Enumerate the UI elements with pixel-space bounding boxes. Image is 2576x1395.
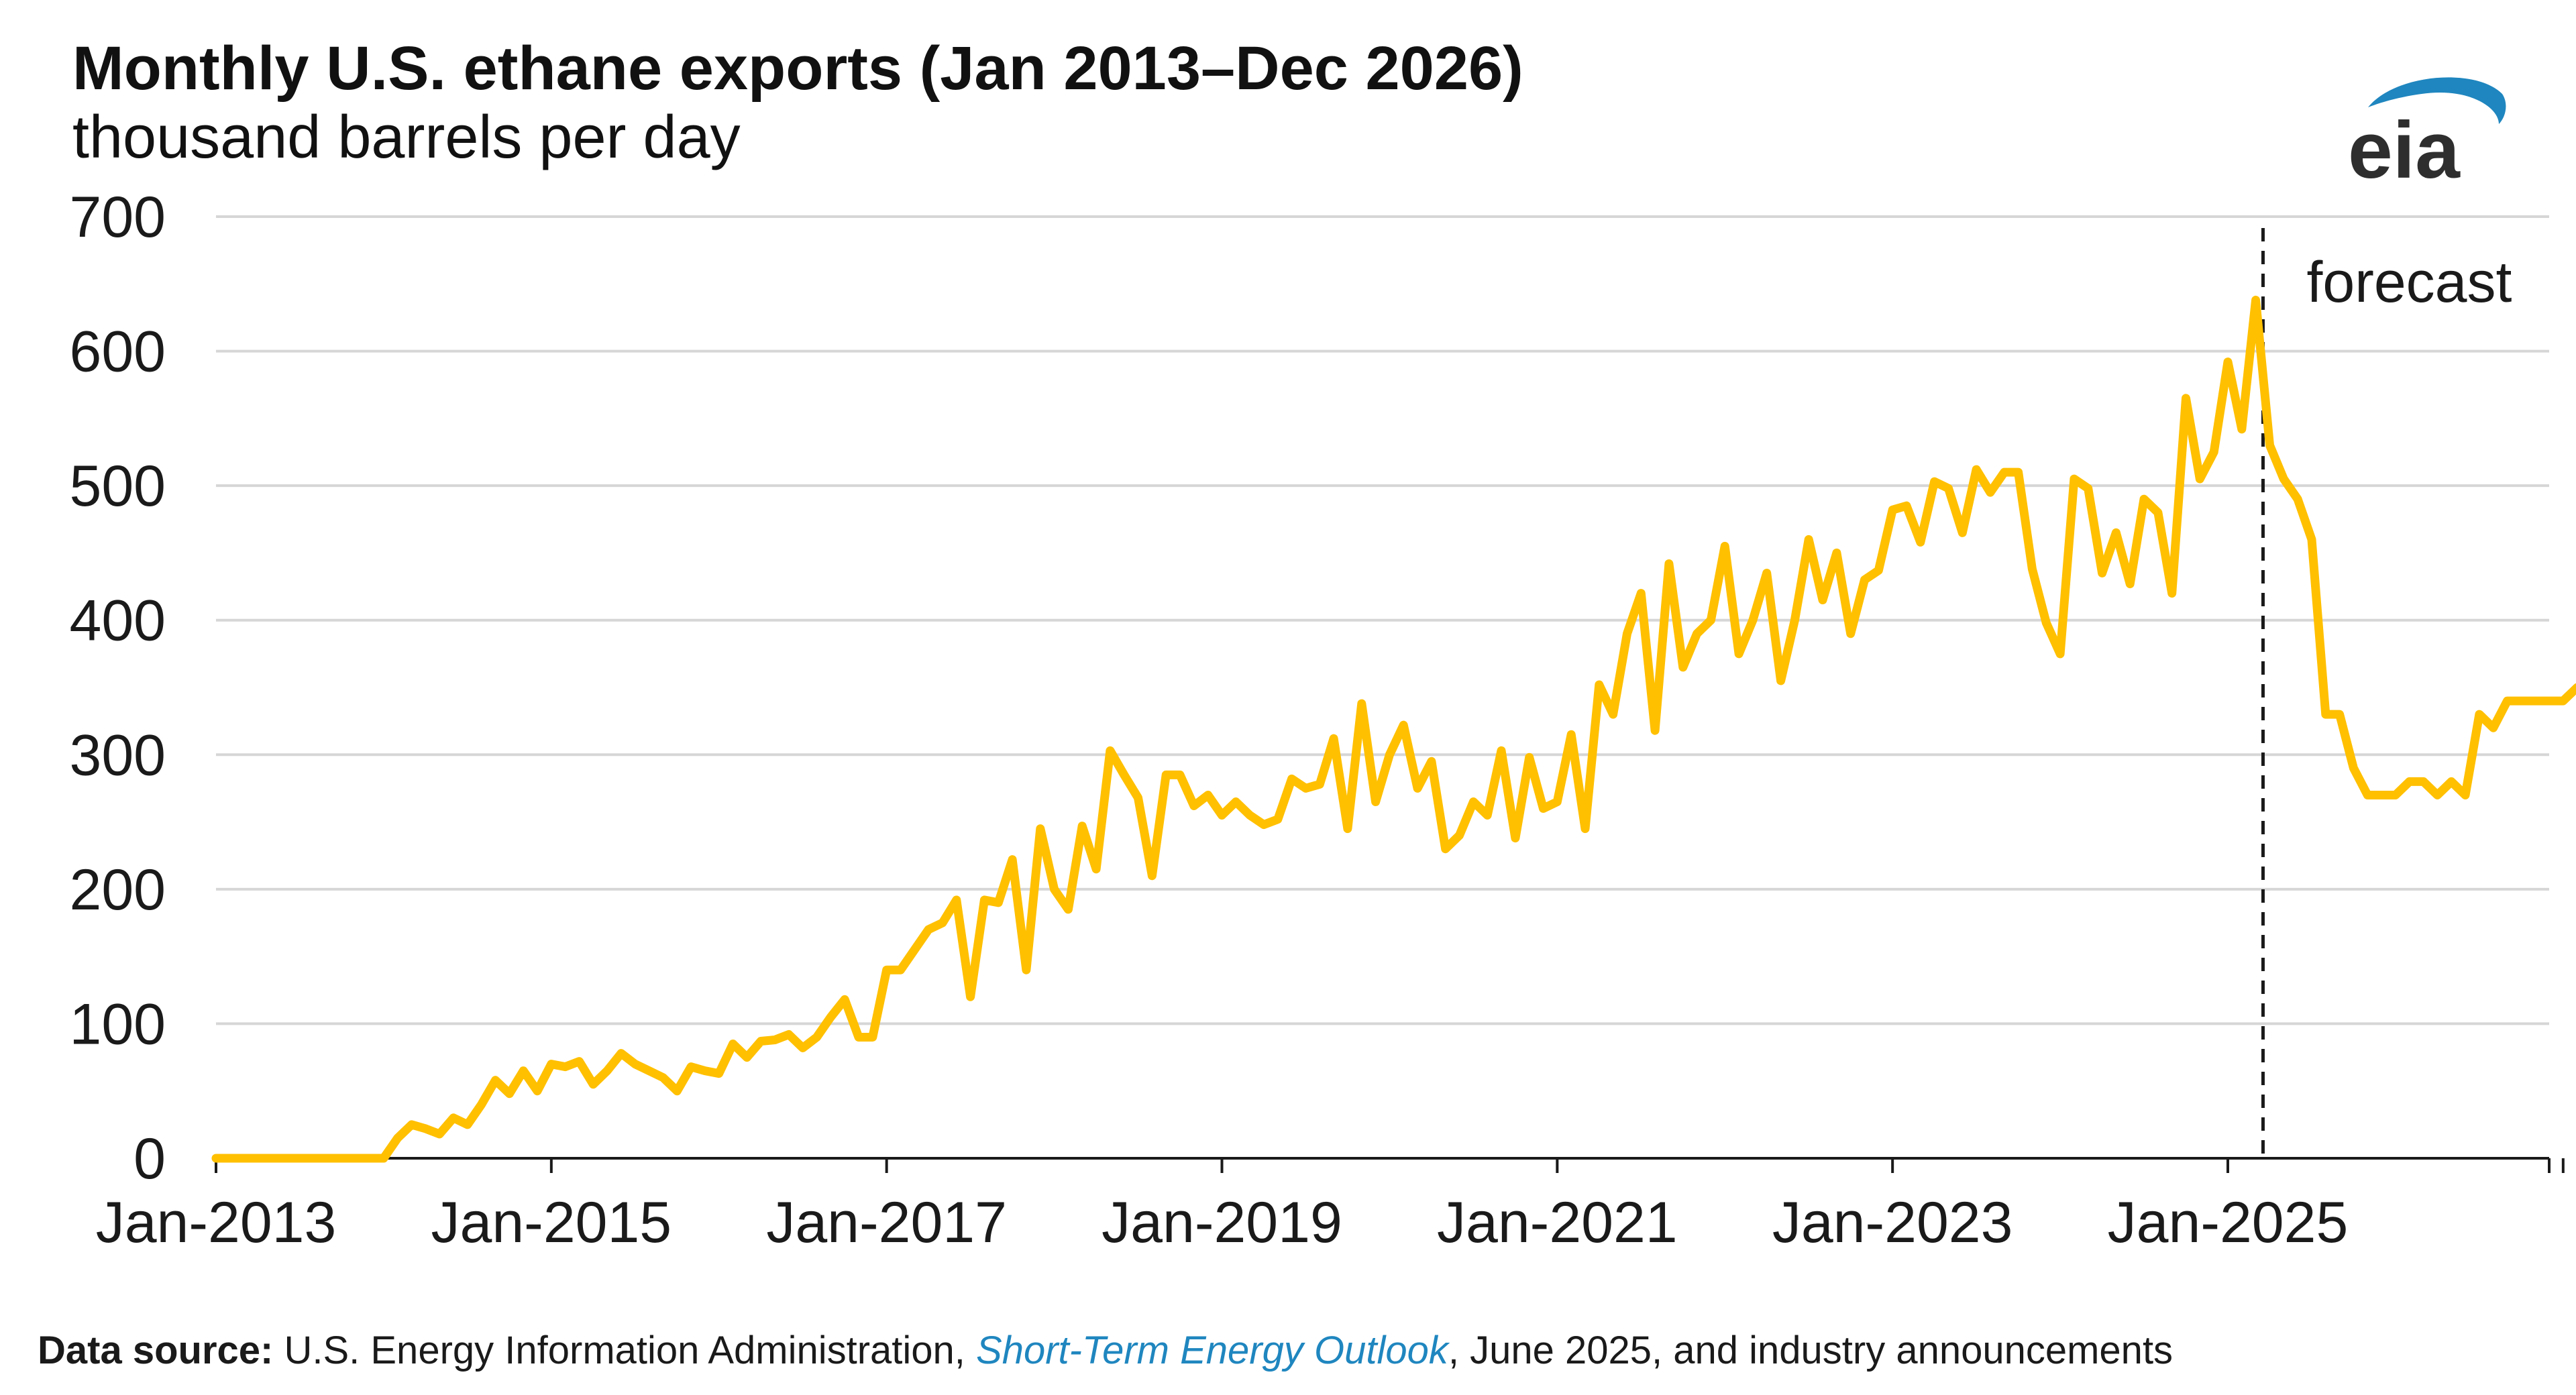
y-tick-label-700: 700	[70, 185, 166, 249]
y-tick-label-600: 600	[70, 320, 166, 384]
x-tick-label-Jan-2025: Jan-2025	[2108, 1190, 2349, 1255]
series-line	[211, 295, 2576, 1163]
x-tick-label-Jan-2017: Jan-2017	[766, 1190, 1007, 1255]
forecast-label: forecast	[2306, 250, 2512, 315]
chart-title: Monthly U.S. ethane exports (Jan 2013–De…	[72, 34, 1523, 103]
y-tick-label-300: 300	[70, 723, 166, 787]
x-tick-label-Jan-2019: Jan-2019	[1102, 1190, 1342, 1255]
y-tick-label-0: 0	[133, 1127, 166, 1191]
eia-logo-text: eia	[2348, 105, 2461, 188]
y-tick-label-500: 500	[70, 454, 166, 518]
footer-source-suffix: , June 2025, and industry announcements	[1448, 1329, 2174, 1372]
eia-logo-swoosh	[2368, 77, 2506, 124]
tick-labels: 0 100 200 300 400 500 600 700 Jan-2013 Jan-2015 Ja…	[70, 185, 2349, 1255]
axes	[215, 1157, 2565, 1173]
x-tick-label-Jan-2013: Jan-2013	[96, 1190, 337, 1255]
footer-source-text: U.S. Energy Information Administration,	[273, 1329, 977, 1372]
footer-source-label: Data source:	[38, 1329, 274, 1372]
x-tick-label-Jan-2021: Jan-2021	[1437, 1190, 1678, 1255]
y-tick-label-200: 200	[70, 858, 166, 922]
gridlines	[216, 215, 2549, 1025]
series-line-group	[211, 295, 2576, 1163]
x-tick-label-Jan-2015: Jan-2015	[431, 1190, 672, 1255]
footer-source-publication[interactable]: Short-Term Energy Outlook	[976, 1329, 1448, 1372]
x-tick-label-Jan-2023: Jan-2023	[1772, 1190, 2013, 1255]
eia-logo: eia	[2348, 77, 2506, 188]
footer-source: Data source: U.S. Energy Information Adm…	[38, 1331, 2173, 1370]
y-tick-label-100: 100	[70, 992, 166, 1056]
chart-subtitle: thousand barrels per day	[72, 104, 741, 171]
forecast-divider: forecast	[2261, 228, 2512, 1158]
y-tick-label-400: 400	[70, 589, 166, 653]
